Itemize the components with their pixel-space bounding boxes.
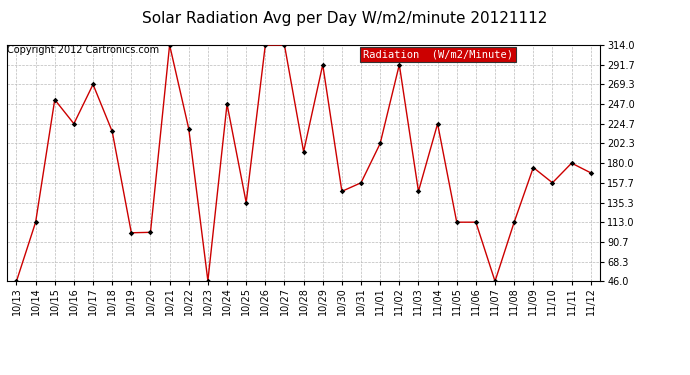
Point [30, 219, 41, 225]
Point [126, 230, 137, 236]
Point [221, 101, 233, 107]
Point [336, 188, 347, 194]
Point [279, 42, 290, 48]
Point [489, 278, 500, 284]
Point [164, 42, 175, 48]
Point [88, 81, 99, 87]
Point [375, 141, 386, 147]
Text: Radiation  (W/m2/Minute): Radiation (W/m2/Minute) [363, 50, 513, 60]
Point [145, 230, 156, 236]
Point [68, 121, 79, 127]
Point [566, 160, 577, 166]
Point [471, 219, 482, 225]
Point [413, 188, 424, 194]
Point [317, 62, 328, 68]
Point [528, 165, 539, 171]
Point [547, 180, 558, 186]
Point [298, 148, 309, 154]
Text: Solar Radiation Avg per Day W/m2/minute 20121112: Solar Radiation Avg per Day W/m2/minute … [142, 11, 548, 26]
Point [355, 180, 366, 186]
Point [107, 128, 118, 134]
Point [49, 97, 60, 103]
Point [394, 62, 405, 68]
Point [509, 219, 520, 225]
Point [451, 219, 462, 225]
Point [432, 121, 443, 127]
Point [11, 278, 22, 284]
Point [260, 42, 271, 48]
Point [202, 278, 213, 284]
Point [585, 170, 596, 176]
Point [184, 126, 195, 132]
Text: Copyright 2012 Cartronics.com: Copyright 2012 Cartronics.com [7, 45, 159, 55]
Point [241, 200, 252, 206]
